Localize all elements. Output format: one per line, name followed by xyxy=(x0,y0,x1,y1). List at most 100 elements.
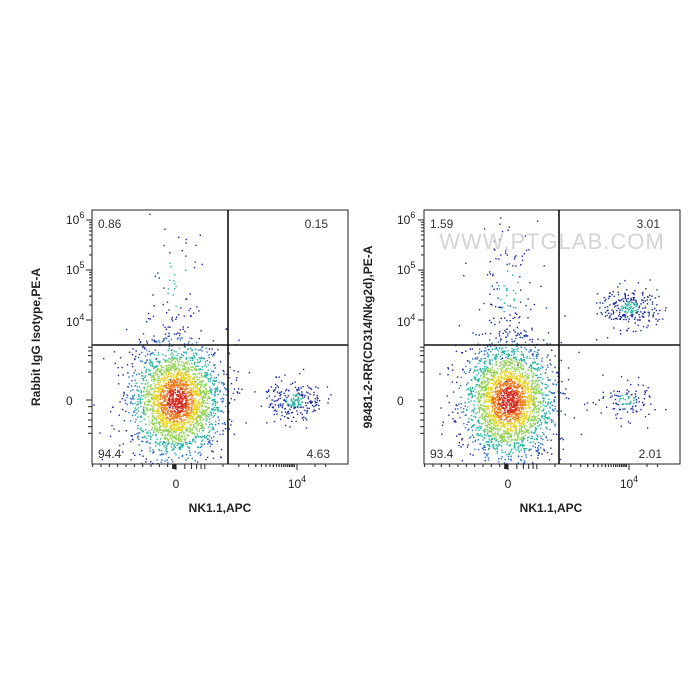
event-dot xyxy=(191,362,193,365)
event-dot xyxy=(172,448,175,450)
event-dot xyxy=(301,413,303,416)
event-dot xyxy=(531,338,534,341)
event-dot xyxy=(149,213,151,216)
event-dot xyxy=(154,445,157,447)
event-dot xyxy=(534,393,536,395)
event-dot xyxy=(290,400,292,402)
event-dot xyxy=(567,378,570,381)
event-dot xyxy=(167,403,169,405)
event-dot xyxy=(165,399,167,401)
event-dot xyxy=(506,418,508,420)
event-dot xyxy=(487,407,490,409)
event-dot xyxy=(218,419,220,421)
event-dot xyxy=(488,399,491,402)
event-dot xyxy=(532,432,535,434)
event-dot xyxy=(483,446,485,448)
event-dot xyxy=(152,452,154,454)
event-dot xyxy=(499,340,501,342)
event-dot xyxy=(214,412,217,415)
event-dot xyxy=(484,420,487,423)
event-dot xyxy=(564,393,566,395)
event-dot xyxy=(204,392,206,394)
event-dot xyxy=(171,365,173,368)
event-dot xyxy=(223,393,225,396)
event-dot xyxy=(513,385,515,388)
event-dot xyxy=(505,356,507,358)
event-dot xyxy=(509,372,511,374)
event-dot xyxy=(302,368,305,371)
event-dot xyxy=(136,398,139,400)
event-dot xyxy=(167,375,169,377)
event-dot xyxy=(537,363,539,365)
event-dot xyxy=(181,430,183,433)
event-dot xyxy=(153,367,155,369)
event-dot xyxy=(163,412,165,414)
event-dot xyxy=(199,349,202,351)
event-dot xyxy=(466,389,468,391)
event-dot xyxy=(186,430,188,433)
event-dot xyxy=(176,415,179,417)
event-dot xyxy=(189,392,192,394)
event-dot xyxy=(178,415,180,418)
event-dot xyxy=(122,395,125,397)
event-dot xyxy=(152,375,154,377)
event-dot xyxy=(494,431,497,433)
event-dot xyxy=(533,397,535,399)
event-dot xyxy=(161,453,163,455)
event-dot xyxy=(527,377,530,380)
event-dot xyxy=(446,395,448,397)
event-dot xyxy=(504,426,506,428)
event-dot xyxy=(301,395,303,397)
event-dot xyxy=(162,358,165,361)
event-dot xyxy=(204,415,206,417)
event-dot xyxy=(196,399,198,402)
event-dot xyxy=(143,413,145,415)
event-dot xyxy=(162,387,164,389)
event-dot xyxy=(521,369,523,371)
event-dot xyxy=(487,405,490,407)
event-dot xyxy=(171,403,173,405)
event-dot xyxy=(153,430,155,432)
event-dot xyxy=(151,428,153,431)
event-dot xyxy=(491,438,493,440)
event-dot xyxy=(516,439,518,442)
event-dot xyxy=(176,428,179,430)
event-dot xyxy=(546,394,548,396)
event-dot xyxy=(177,371,180,374)
event-dot xyxy=(157,351,160,354)
event-dot xyxy=(188,431,191,433)
event-dot xyxy=(476,374,478,376)
event-dot xyxy=(164,373,166,376)
event-dot xyxy=(131,414,134,417)
event-dot xyxy=(191,383,194,385)
event-dot xyxy=(171,413,173,415)
event-dot xyxy=(512,385,514,387)
event-dot xyxy=(178,425,180,427)
event-dot xyxy=(163,377,165,379)
event-dot xyxy=(180,410,182,412)
event-dot xyxy=(165,328,168,330)
event-dot xyxy=(482,373,484,375)
event-dot xyxy=(498,321,501,323)
event-dot xyxy=(173,383,175,385)
event-dot xyxy=(155,358,158,360)
event-dot xyxy=(199,383,201,385)
event-dot xyxy=(166,370,168,372)
event-dot xyxy=(307,398,310,400)
event-dot xyxy=(482,379,485,381)
event-dot xyxy=(161,432,163,434)
event-dot xyxy=(146,392,148,394)
event-dot xyxy=(175,393,178,396)
event-dot xyxy=(207,434,209,436)
event-dot xyxy=(160,398,162,401)
event-dot xyxy=(214,423,217,426)
event-dot xyxy=(494,381,497,383)
event-dot xyxy=(500,421,502,423)
event-dot xyxy=(509,361,511,363)
event-dot xyxy=(166,447,168,449)
event-dot xyxy=(164,460,166,462)
event-dot xyxy=(201,397,204,399)
event-dot xyxy=(536,387,539,390)
event-dot xyxy=(201,350,203,352)
event-dot xyxy=(204,405,206,408)
